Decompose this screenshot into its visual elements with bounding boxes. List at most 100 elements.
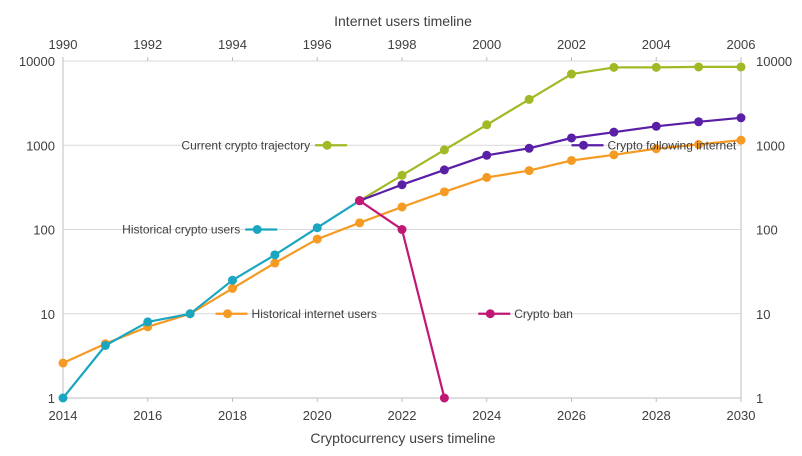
left-y-tick-labels: 1 10 100 1000 10000 (19, 54, 55, 406)
point-historical-internet-users-2022 (397, 202, 407, 212)
legend-label: Crypto following internet (608, 138, 737, 152)
legend: Current crypto trajectory Crypto followin… (122, 138, 737, 321)
series-current-crypto-trajectory (355, 62, 746, 206)
legend-entry-current-crypto-trajectory: Current crypto trajectory (181, 138, 348, 152)
top-tick-label-1992: 1992 (133, 37, 162, 52)
series-line-crypto-following-internet (359, 116, 742, 202)
x-tick-label-2022: 2022 (388, 408, 417, 423)
x-tick-label-2016: 2016 (133, 408, 162, 423)
series-line-historical-crypto-users (62, 199, 361, 399)
legend-swatch-marker (579, 140, 588, 150)
point-historical-internet-users-2019 (270, 258, 280, 268)
point-historical-internet-users-2030 (736, 135, 746, 145)
top-axis-title: Internet users timeline (334, 13, 472, 29)
y-right-tick-label-10: 10 (756, 307, 770, 322)
legend-swatch-marker (252, 225, 262, 234)
top-tick-label-2000: 2000 (472, 37, 501, 52)
point-crypto-following-internet-2024 (482, 150, 492, 160)
point-current-crypto-trajectory-2030 (736, 62, 746, 72)
point-crypto-following-internet-2023 (439, 165, 449, 175)
point-historical-internet-users-2025 (524, 166, 534, 176)
point-historical-internet-users-2020 (312, 234, 322, 244)
y-right-tick-label-1: 1 (756, 391, 763, 406)
point-historical-internet-users-2018 (228, 283, 237, 293)
legend-entry-historical-internet-users: Historical internet users (215, 307, 377, 321)
legend-label: Crypto ban (514, 307, 573, 321)
legend-label: Historical crypto users (122, 223, 240, 237)
y-tick-label-1000: 1000 (26, 138, 55, 153)
point-historical-internet-users-2021 (355, 218, 365, 228)
series-line-current-crypto-trajectory (359, 65, 741, 202)
y-tick-label-1: 1 (48, 391, 55, 406)
y-right-tick-label-10000: 10000 (756, 54, 792, 69)
point-historical-internet-users-2023 (439, 187, 449, 197)
point-crypto-ban-2023 (439, 393, 449, 403)
x-tick-label-2018: 2018 (218, 408, 247, 423)
point-current-crypto-trajectory-2027 (609, 62, 619, 72)
point-historical-crypto-users-2020 (312, 223, 322, 233)
legend-swatch-marker (322, 140, 332, 150)
series-crypto-ban (355, 196, 449, 403)
point-crypto-following-internet-2025 (524, 143, 534, 153)
point-crypto-ban-2022 (397, 225, 407, 234)
top-tick-label-2002: 2002 (557, 37, 586, 52)
y-tick-label-100: 100 (33, 223, 55, 238)
series-layer (58, 62, 746, 403)
x-tick-label-2020: 2020 (303, 408, 332, 423)
point-historical-internet-users-2028 (651, 144, 661, 154)
y-right-tick-label-1000: 1000 (756, 138, 785, 153)
x-tick-label-2024: 2024 (472, 408, 501, 423)
point-current-crypto-trajectory-2028 (651, 62, 661, 72)
bottom-x-tick-labels: 2014 2016 2018 2020 2022 2024 2026 2028 2030 (49, 398, 756, 423)
point-historical-crypto-users-2016 (143, 317, 153, 327)
point-crypto-following-internet-2028 (651, 121, 661, 131)
x-tick-label-2030: 2030 (727, 408, 756, 423)
point-historical-crypto-users-2017 (185, 309, 195, 319)
point-crypto-following-internet-2026 (567, 133, 576, 143)
legend-label: Historical internet users (252, 307, 377, 321)
legend-label: Current crypto trajectory (181, 138, 310, 152)
point-current-crypto-trajectory-2024 (482, 120, 492, 130)
legend-swatch-marker (485, 309, 495, 319)
x-tick-label-2026: 2026 (557, 408, 586, 423)
y-tick-label-10000: 10000 (19, 54, 55, 69)
point-historical-internet-users-2024 (482, 172, 492, 182)
top-tick-label-1994: 1994 (218, 37, 247, 52)
point-current-crypto-trajectory-2025 (524, 94, 534, 104)
legend-swatch-marker (223, 309, 233, 319)
series-historical-internet-users (58, 135, 746, 368)
point-crypto-following-internet-2022 (397, 180, 407, 190)
point-historical-crypto-users-2015 (100, 340, 110, 350)
series-crypto-following-internet (355, 113, 746, 206)
point-crypto-following-internet-2027 (609, 127, 619, 137)
point-historical-crypto-users-2014 (58, 393, 68, 403)
right-y-tick-labels: 1 10 100 1000 10000 (756, 54, 792, 406)
top-tick-label-2004: 2004 (642, 37, 671, 52)
point-historical-internet-users-2029 (694, 140, 704, 150)
point-historical-crypto-users-2019 (270, 250, 280, 260)
point-current-crypto-trajectory-2022 (397, 170, 407, 180)
top-tick-label-1996: 1996 (303, 37, 332, 52)
y-right-tick-label-100: 100 (756, 223, 778, 238)
point-current-crypto-trajectory-2029 (694, 62, 704, 72)
point-crypto-following-internet-2030 (736, 113, 746, 123)
point-historical-crypto-users-2018 (228, 275, 237, 285)
x-tick-label-2014: 2014 (49, 408, 78, 423)
point-current-crypto-trajectory-2023 (439, 145, 449, 155)
point-historical-internet-users-2026 (567, 155, 576, 165)
point-crypto-following-internet-2029 (694, 117, 704, 127)
point-current-crypto-trajectory-2026 (567, 69, 576, 79)
top-tick-label-1990: 1990 (49, 37, 78, 52)
top-tick-label-1998: 1998 (388, 37, 417, 52)
x-tick-label-2028: 2028 (642, 408, 671, 423)
legend-entry-crypto-ban: Crypto ban (478, 307, 573, 321)
legend-entry-historical-crypto-users: Historical crypto users (122, 223, 278, 237)
top-tick-label-2006: 2006 (727, 37, 756, 52)
legend-entry-crypto-following-internet: Crypto following internet (571, 138, 737, 152)
bottom-axis-title: Cryptocurrency users timeline (310, 430, 495, 446)
y-tick-label-10: 10 (41, 307, 55, 322)
point-historical-internet-users-2014 (58, 358, 68, 368)
top-x-tick-labels: 1990 1992 1994 1996 1998 2000 2002 2004 2006 (49, 37, 756, 61)
point-crypto-ban-2021 (355, 196, 365, 206)
